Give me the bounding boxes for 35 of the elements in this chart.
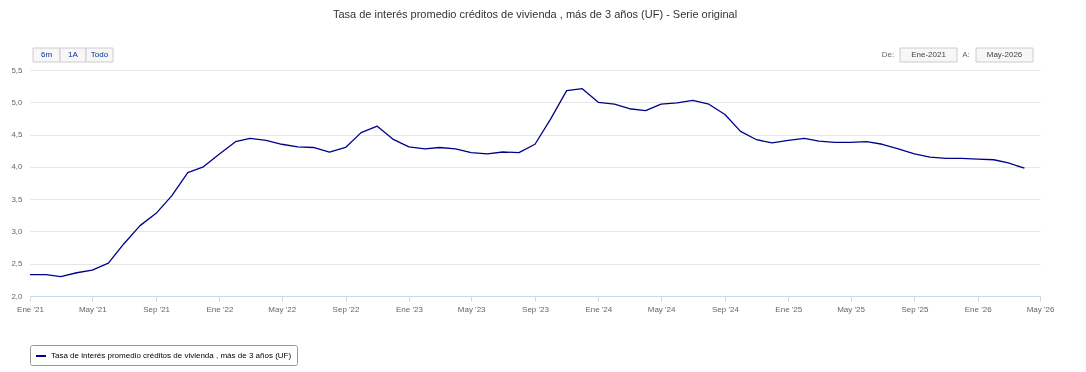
x-tick-label: Ene '24	[585, 304, 613, 314]
x-tick-label: Ene '25	[775, 304, 803, 314]
x-tick-label: Ene '23	[395, 304, 424, 314]
legend-label: Tasa de interés promedio créditos de vivienda , más de 3 años (UF)	[51, 351, 292, 360]
y-tick-label: 5,5	[11, 65, 24, 75]
text: De:	[881, 50, 895, 59]
x-tick-label: Sep '23	[522, 304, 550, 314]
y-tick-label: 2,0	[11, 291, 24, 301]
text: Todo	[90, 50, 109, 59]
x-tick-label: Sep '21	[143, 304, 171, 314]
y-tick-label: 3,0	[11, 226, 24, 236]
chart-title: Tasa de interés promedio créditos de vivienda , más de 3 años (UF) - Serie original	[332, 7, 738, 20]
x-tick-label: May '22	[268, 304, 297, 314]
line-series	[30, 88, 1026, 278]
x-tick-label: May '24	[647, 304, 677, 314]
y-tick-label: 4,5	[11, 130, 24, 140]
x-tick-label: May '23	[457, 304, 487, 314]
text: May-2026	[986, 50, 1023, 59]
y-tick-label: 4,0	[11, 162, 24, 172]
x-tick-label: Sep '22	[332, 304, 361, 314]
x-tick-label: May '21	[78, 304, 108, 314]
x-tick-label: Ene '26	[964, 304, 993, 314]
y-tick-label: 5,0	[11, 97, 24, 107]
text: 6m	[40, 50, 53, 59]
text: A:	[962, 50, 970, 59]
text: Ene-2021	[911, 50, 947, 59]
y-tick-label: 3,5	[11, 194, 24, 204]
text: 1A	[68, 50, 79, 59]
x-tick-label: Ene '22	[206, 304, 234, 314]
y-tick-label: 2,5	[11, 259, 24, 269]
x-tick-label: May '25	[837, 304, 866, 314]
x-tick-label: Ene '21	[17, 304, 45, 314]
x-tick-label: Sep '25	[901, 304, 929, 314]
x-tick-label: May '26	[1026, 304, 1055, 314]
x-tick-label: Sep '24	[712, 304, 740, 314]
